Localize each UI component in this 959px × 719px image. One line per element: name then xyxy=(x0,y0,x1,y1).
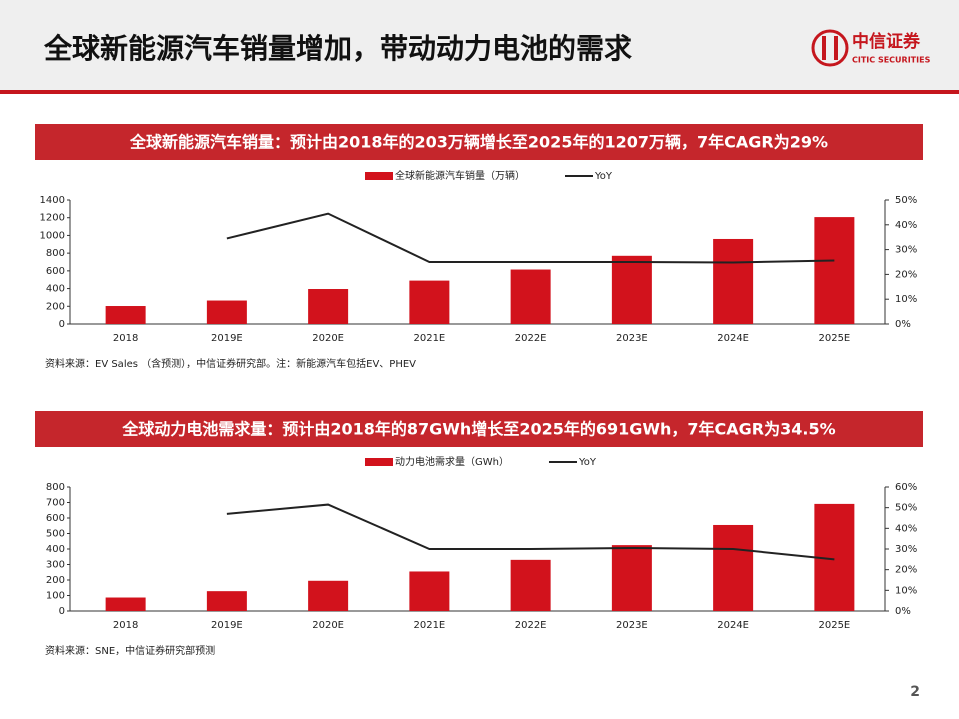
logo-mark xyxy=(834,36,838,60)
line xyxy=(226,503,835,561)
logo: 中信证券 CITIC SECURITIES xyxy=(811,29,931,67)
x-tick-label: 2020E xyxy=(312,620,344,631)
y-tick-label: 400 xyxy=(46,544,65,555)
y-tick-label: 1200 xyxy=(40,213,65,224)
bar xyxy=(308,289,349,324)
logo-name: 中信证券 xyxy=(852,31,921,52)
chart-note: 资料来源：SNE，中信证券研究部预测 xyxy=(45,644,215,657)
legend-swatch xyxy=(365,172,393,180)
y-tick-label: 800 xyxy=(46,248,65,259)
x-tick-label: 2024E xyxy=(717,620,749,631)
x-tick-label: 2018 xyxy=(113,620,138,631)
legend-label: 全球新能源汽车销量（万辆） xyxy=(395,169,525,182)
y2-tick-label: 0% xyxy=(895,319,911,330)
y-tick-label: 600 xyxy=(46,513,65,524)
bar xyxy=(105,597,146,611)
x-tick-label: 2019E xyxy=(211,620,243,631)
y2-tick-label: 10% xyxy=(895,585,917,596)
y2-tick-label: 20% xyxy=(895,565,917,576)
x-tick-label: 2023E xyxy=(616,333,648,344)
y-tick-label: 1400 xyxy=(40,195,65,206)
x-tick-label: 2021E xyxy=(413,620,445,631)
logo-mark xyxy=(822,36,826,60)
x-tick-label: 2019E xyxy=(211,333,243,344)
y-tick-label: 100 xyxy=(46,591,65,602)
y2-tick-label: 40% xyxy=(895,523,917,534)
logo-sub: CITIC SECURITIES xyxy=(852,56,931,65)
y-tick-label: 0 xyxy=(59,319,65,330)
y2-tick-label: 10% xyxy=(895,294,917,305)
slide-title: 全球新能源汽车销量增加，带动动力电池的需求 xyxy=(43,32,632,65)
x-tick-label: 2020E xyxy=(312,333,344,344)
bar xyxy=(814,217,855,324)
logo-mark xyxy=(811,29,849,67)
line xyxy=(226,212,835,264)
bar xyxy=(409,280,450,324)
bar xyxy=(105,306,146,324)
chart-note: 资料来源：EV Sales （含预测），中信证券研究部。注：新能源汽车包括EV、… xyxy=(45,357,416,370)
y2-tick-label: 50% xyxy=(895,503,917,514)
y-tick-label: 1000 xyxy=(40,230,65,241)
bar xyxy=(713,238,754,324)
chart-banner xyxy=(35,124,923,160)
legend-swatch xyxy=(365,458,393,466)
x-tick-label: 2018 xyxy=(113,333,138,344)
header-band xyxy=(0,0,959,90)
y2-tick-label: 30% xyxy=(895,544,917,555)
bar xyxy=(611,255,652,324)
legend-label: YoY xyxy=(578,457,597,468)
y2-tick-label: 30% xyxy=(895,245,917,256)
page-number: 2 xyxy=(910,684,920,700)
chart-title: 全球新能源汽车销量：预计由2018年的203万辆增长至2025年的1207万辆，… xyxy=(129,133,828,152)
y-tick-label: 300 xyxy=(46,560,65,571)
y-tick-label: 500 xyxy=(46,529,65,540)
legend-label: 动力电池需求量（GWh） xyxy=(395,455,509,468)
y-tick-label: 600 xyxy=(46,266,65,277)
x-tick-label: 2021E xyxy=(413,333,445,344)
x-tick-label: 2023E xyxy=(616,620,648,631)
bar xyxy=(206,300,247,324)
x-tick-label: 2022E xyxy=(515,333,547,344)
y2-tick-label: 20% xyxy=(895,269,917,280)
y-tick-label: 0 xyxy=(59,606,65,617)
chart-title: 全球动力电池需求量：预计由2018年的87GWh增长至2025年的691GWh，… xyxy=(121,420,835,439)
bar xyxy=(409,571,450,611)
x-tick-label: 2022E xyxy=(515,620,547,631)
bar xyxy=(510,269,551,324)
y2-tick-label: 40% xyxy=(895,220,917,231)
legend-label: YoY xyxy=(594,171,613,182)
y-tick-label: 800 xyxy=(46,482,65,493)
bar xyxy=(510,559,551,611)
x-tick-label: 2024E xyxy=(717,333,749,344)
x-tick-label: 2025E xyxy=(818,620,850,631)
bar xyxy=(713,524,754,611)
bar xyxy=(308,580,349,611)
bar xyxy=(611,545,652,611)
header-rule xyxy=(0,90,959,94)
chart-banner xyxy=(35,411,923,447)
y2-tick-label: 60% xyxy=(895,482,917,493)
x-tick-label: 2025E xyxy=(818,333,850,344)
y-tick-label: 700 xyxy=(46,498,65,509)
y-tick-label: 400 xyxy=(46,284,65,295)
y-tick-label: 200 xyxy=(46,575,65,586)
y2-tick-label: 50% xyxy=(895,195,917,206)
bar xyxy=(206,591,247,611)
y-tick-label: 200 xyxy=(46,301,65,312)
y2-tick-label: 0% xyxy=(895,606,911,617)
